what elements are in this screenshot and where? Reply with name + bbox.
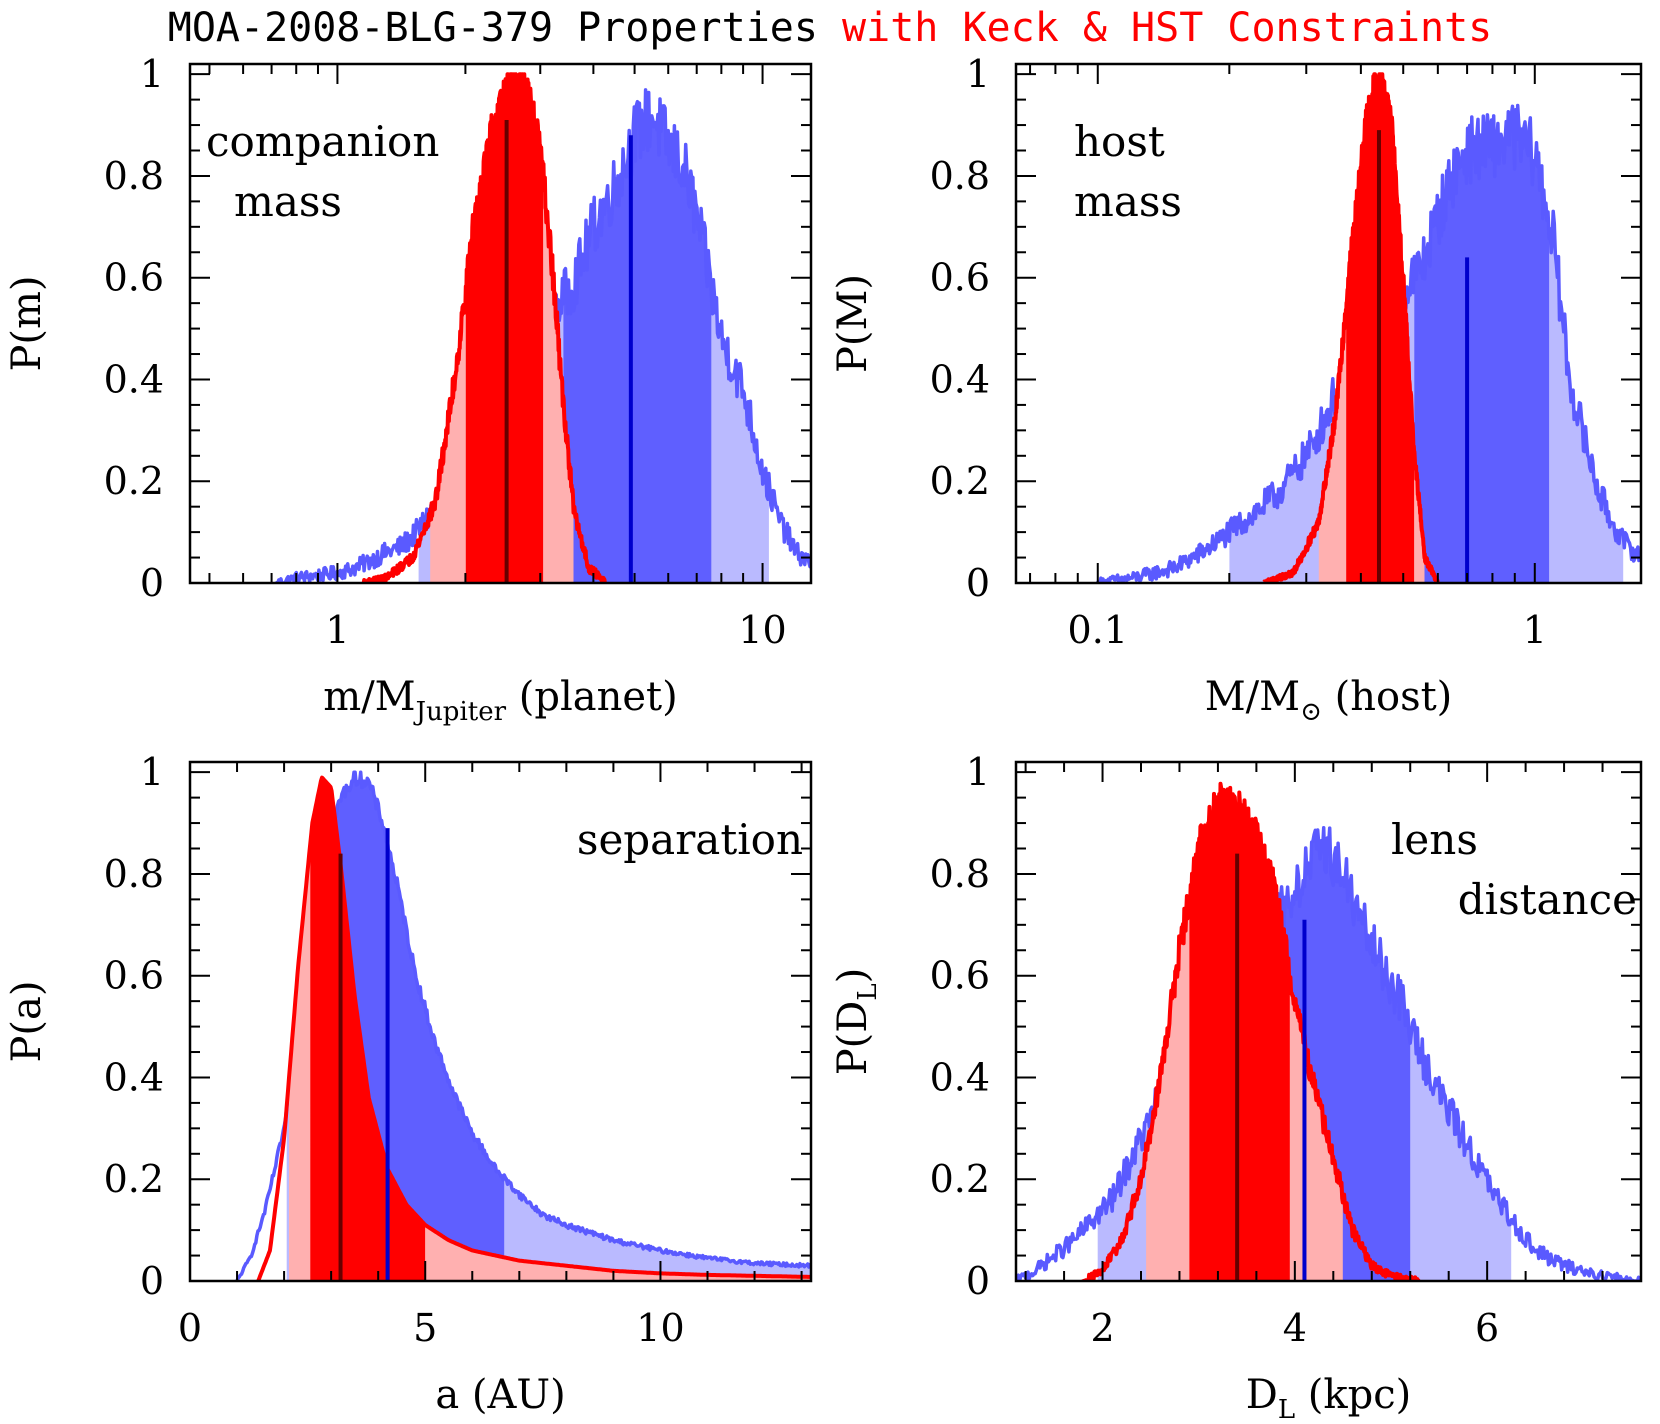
y-tick-label: 0 (966, 1259, 990, 1303)
annotation-text: mass (1074, 177, 1182, 226)
annotation-text: distance (1458, 875, 1637, 924)
y-tick-label: 0.2 (104, 459, 164, 503)
annotation-text: mass (234, 177, 342, 226)
plot-frame (1014, 62, 1643, 585)
y-axis-label: P(M) (830, 274, 876, 373)
tick-marks (190, 64, 811, 584)
tick-marks (189, 762, 811, 1282)
x-tick-label: 10 (636, 1306, 684, 1350)
x-axis-label: m/MJupiter (planet) (323, 674, 677, 727)
annotation-text: lens (1391, 815, 1478, 864)
y-tick-label: 1 (966, 52, 990, 96)
tick-marks (1016, 762, 1642, 1282)
panel-separation: 00.20.40.60.810 5 10a (AU)P(a)separation (4, 750, 813, 1418)
y-tick-label: 0.6 (930, 256, 990, 300)
y-tick-label: 0.4 (930, 1055, 990, 1099)
constrained-curve (256, 775, 811, 1281)
y-tick-label: 1 (140, 52, 164, 96)
constrained-curve (1081, 781, 1422, 1281)
plot-frame (188, 760, 813, 1283)
x-tick-label: 0.1 (1068, 608, 1128, 652)
x-axis-label: a (AU) (435, 1372, 565, 1418)
x-tick-label: 5 (413, 1306, 437, 1350)
constrained-1sigma-area (465, 74, 544, 583)
annotation-text: companion (206, 117, 439, 166)
y-tick-label: 0.6 (104, 256, 164, 300)
y-tick-label: 0.2 (930, 459, 990, 503)
constrained-curve (361, 72, 609, 583)
annotation-text: separation (577, 815, 803, 864)
title-main: MOA-2008-BLG-379 Properties (167, 5, 818, 51)
y-tick-label: 0.6 (930, 954, 990, 998)
y-tick-label: 0.4 (104, 357, 164, 401)
annotation-text: host (1074, 117, 1165, 166)
y-axis-label: P(a) (4, 981, 50, 1063)
y-tick-label: 0.2 (930, 1157, 990, 1201)
prior-1sigma-area (563, 89, 712, 583)
plot-area (235, 770, 811, 1281)
x-tick-label: 1 (1523, 608, 1547, 652)
y-tick-label: 0 (966, 561, 990, 605)
y-tick-label: 0.6 (104, 954, 164, 998)
title-highlight: with Keck & HST Constraints (842, 5, 1493, 51)
y-tick-label: 0.8 (104, 852, 164, 896)
panel-companion-mass: 0 0.2 0.4 0.6 0.8 1 1 10 m/MJupiter (planet) P(m)… (4, 52, 813, 727)
y-tick-label: 1 (966, 750, 990, 794)
y-tick-label: 0.4 (930, 357, 990, 401)
y-axis-label: P(m) (4, 275, 50, 371)
plot-area (275, 72, 811, 583)
plot-area (1096, 72, 1641, 583)
y-tick-label: 0.8 (930, 852, 990, 896)
y-tick-label: 0 (140, 561, 164, 605)
x-axis-label: M/M⊙ (host) (1205, 674, 1453, 727)
tick-marks (1016, 64, 1641, 584)
y-tick-label: 0.8 (930, 154, 990, 198)
y-tick-label: 0 (140, 1259, 164, 1303)
prior-1sigma-area (1414, 105, 1550, 583)
prior-curve (1016, 826, 1641, 1281)
plot-area (1016, 781, 1641, 1281)
y-tick-label: 0.8 (104, 154, 164, 198)
x-tick-label: 4 (1283, 1306, 1307, 1350)
constrained-1sigma-area (1189, 783, 1290, 1281)
x-tick-label: 1 (325, 608, 349, 652)
figure-title: MOA-2008-BLG-379 Properties with Keck & … (0, 0, 1660, 56)
x-tick-label: 0 (178, 1306, 202, 1350)
x-axis-label: DL (kpc) (1246, 1372, 1412, 1424)
y-tick-label: 0.2 (104, 1157, 164, 1201)
plot-frame (188, 62, 813, 585)
x-tick-label: 10 (738, 608, 786, 652)
y-axis-label: P(DL) (830, 968, 883, 1075)
panel-host-mass: 0 0.2 0.4 0.6 0.8 1 0.1 1 M/M⊙ (host) P(M) host mas… (830, 52, 1643, 727)
plot-frame (1014, 760, 1643, 1283)
x-tick-label: 2 (1090, 1306, 1114, 1350)
x-tick-label: 6 (1475, 1306, 1499, 1350)
y-tick-label: 1 (140, 750, 164, 794)
constrained-curve (1262, 72, 1440, 583)
panel-lens-distance: 0 0.2 0.4 0.6 0.8 1 2 4 6 DL (kpc) P(DL) lens distan… (830, 750, 1643, 1424)
y-tick-label: 0.4 (104, 1055, 164, 1099)
